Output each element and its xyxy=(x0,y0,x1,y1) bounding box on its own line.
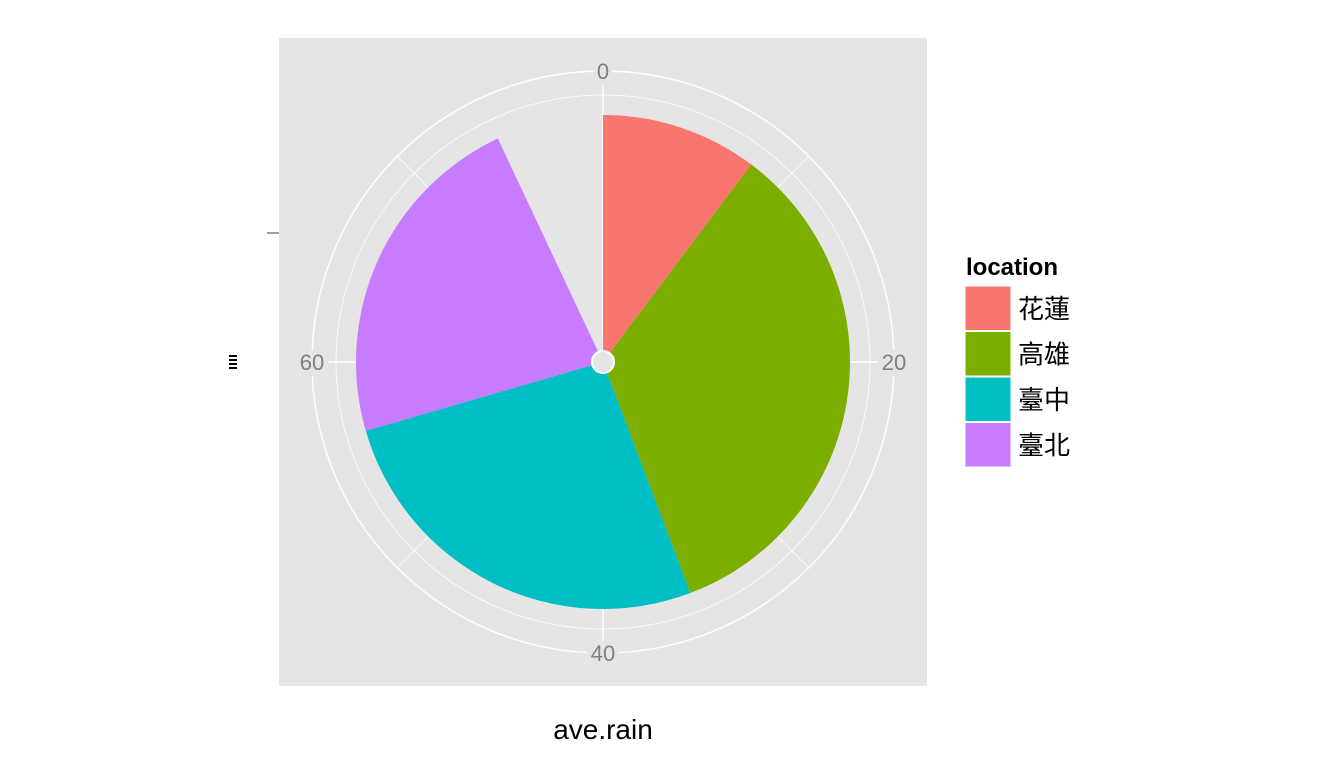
legend-key-3 xyxy=(964,376,1012,422)
legend-label-2: 高雄 xyxy=(1018,339,1070,369)
legend-key-4 xyxy=(964,422,1012,468)
legend-key-2 xyxy=(964,331,1012,377)
legend-label-3: 臺中 xyxy=(1018,385,1070,415)
theta-tick-label-bg xyxy=(296,350,328,376)
theta-tick-label-20: 20 xyxy=(882,350,906,375)
legend-key-1 xyxy=(964,285,1012,331)
theta-tick-label-bg xyxy=(878,350,910,376)
theta-tick-label-40: 40 xyxy=(591,641,615,666)
theta-tick-labels: 0 20 40 60 xyxy=(296,59,910,667)
theta-tick-label-bg xyxy=(587,641,619,667)
pie-slice-4 xyxy=(356,138,603,431)
y-axis-title-marks xyxy=(229,355,237,369)
pie-slice-3 xyxy=(365,362,691,609)
legend-label-1: 花蓮 xyxy=(1018,294,1070,324)
y-axis-title xyxy=(229,355,237,369)
center-hole xyxy=(591,350,615,374)
legend-title: location xyxy=(966,254,1058,281)
pie-slice-2 xyxy=(603,164,851,594)
theta-tick-label-bg xyxy=(593,59,613,85)
x-axis-title: ave.rain xyxy=(553,714,653,745)
theta-tick-label-0: 0 xyxy=(597,59,609,84)
slices-layer xyxy=(356,115,851,609)
legend-label-4: 臺北 xyxy=(1018,430,1070,460)
pie-slice-1 xyxy=(603,115,752,362)
theta-tick-label-60: 60 xyxy=(300,350,324,375)
